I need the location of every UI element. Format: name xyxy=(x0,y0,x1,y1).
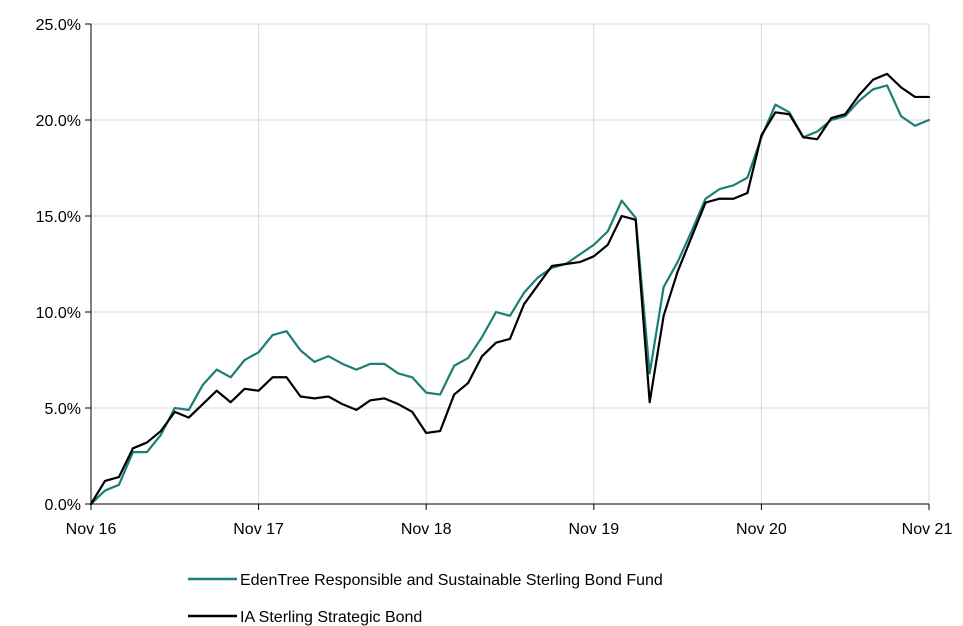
y-tick-label: 15.0% xyxy=(36,209,81,226)
series-lines xyxy=(89,72,931,506)
y-tick-label: 25.0% xyxy=(36,17,81,34)
x-tick-label: Nov 18 xyxy=(401,521,452,538)
x-tick-label: Nov 21 xyxy=(902,521,953,538)
legend-label-ia-sterling: IA Sterling Strategic Bond xyxy=(240,609,422,626)
grid-lines xyxy=(91,23,930,504)
series-line-edentree xyxy=(89,84,931,506)
x-tick-label: Nov 19 xyxy=(568,521,619,538)
x-axis-ticks: Nov 16 Nov 17 Nov 18 Nov 19 Nov 20 Nov 21 xyxy=(66,504,953,538)
legend-label-edentree: EdenTree Responsible and Sustainable Ste… xyxy=(240,572,663,589)
y-tick-label: 0.0% xyxy=(45,497,81,514)
legend-item-edentree: EdenTree Responsible and Sustainable Ste… xyxy=(188,572,663,589)
y-tick-label: 5.0% xyxy=(45,401,81,418)
x-tick-label: Nov 20 xyxy=(736,521,787,538)
axes xyxy=(90,24,929,505)
y-tick-label: 10.0% xyxy=(36,305,81,322)
x-tick-label: Nov 16 xyxy=(66,521,117,538)
series-line-ia-sterling xyxy=(89,72,931,506)
legend: EdenTree Responsible and Sustainable Ste… xyxy=(188,572,663,626)
y-axis-ticks: 0.0% 5.0% 10.0% 15.0% 20.0% 25.0% xyxy=(36,17,91,514)
legend-item-ia-sterling: IA Sterling Strategic Bond xyxy=(188,609,422,626)
y-tick-label: 20.0% xyxy=(36,113,81,130)
x-tick-label: Nov 17 xyxy=(233,521,284,538)
